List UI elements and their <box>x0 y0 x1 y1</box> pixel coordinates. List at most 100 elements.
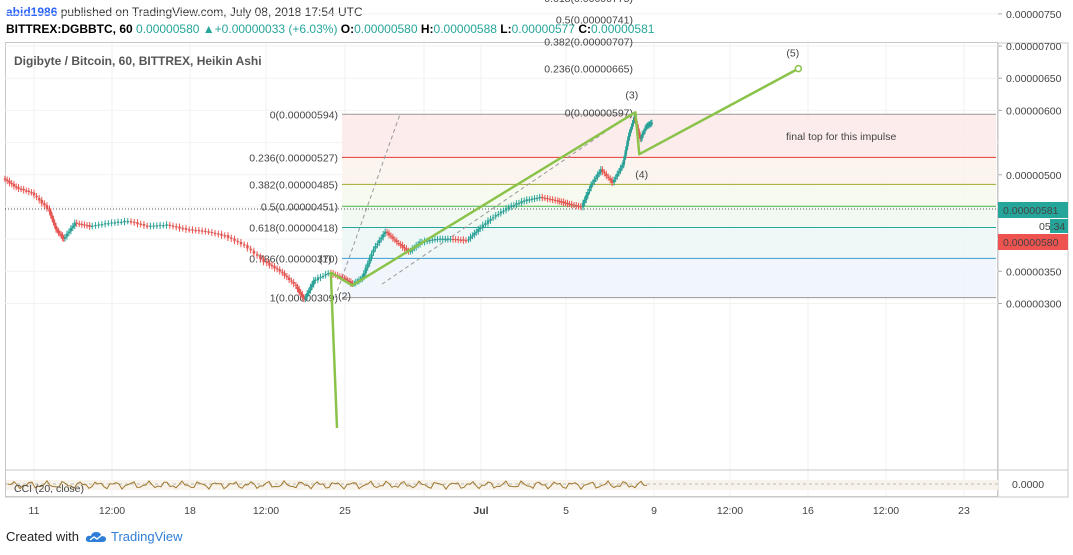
fib-level-label: 0(0.00000594) <box>270 109 338 121</box>
candle-body <box>497 214 500 216</box>
candle-body <box>612 179 616 183</box>
candle-body <box>5 179 9 182</box>
candle-body <box>405 248 408 251</box>
candle-body <box>603 172 606 174</box>
candle-body <box>585 195 588 201</box>
candle-body <box>30 192 33 194</box>
close-price-text: 0.00000581 <box>1003 205 1059 217</box>
candle-body <box>568 203 571 206</box>
candle-body <box>22 189 25 191</box>
candle-body <box>469 236 472 239</box>
open-price-text: 0.00000580 <box>1003 237 1059 249</box>
candle-body <box>103 223 107 225</box>
candle-body <box>486 220 490 224</box>
candle-body <box>438 238 442 240</box>
candle-body <box>637 128 640 132</box>
price-change: +0.00000033 (+6.03%) <box>214 22 338 36</box>
countdown-text: 05:34 <box>1039 221 1065 233</box>
symbol-quote-line: BITTREX:DGBBTC, 60 0.00000580 ▲+0.000000… <box>6 22 654 36</box>
candle-body <box>583 199 586 204</box>
candle-body <box>462 239 465 241</box>
candle-body <box>431 239 434 241</box>
tradingview-link[interactable]: TradingView <box>85 529 183 544</box>
candle-body <box>629 129 632 133</box>
elliott-wave-path <box>329 67 799 429</box>
candle-body <box>168 224 171 226</box>
candle-body <box>194 230 197 232</box>
candle-body <box>622 159 625 166</box>
candle-body <box>56 229 59 232</box>
candle-body <box>346 280 349 282</box>
candle-body <box>594 177 598 179</box>
candle-body <box>599 169 603 173</box>
candle-body <box>100 224 104 226</box>
open-label: O: <box>340 22 355 36</box>
fib-ext-label: 0(0.00000597) <box>565 107 633 119</box>
candle-body <box>473 232 476 236</box>
candle-body <box>425 240 429 242</box>
candle-body <box>162 225 165 227</box>
price-tick-label: 0.00000300 <box>1006 298 1062 310</box>
candle-body <box>566 202 569 205</box>
fib-level-label: 0.236(0.00000527) <box>249 152 338 164</box>
candle-body <box>533 198 536 200</box>
candle-body <box>385 231 389 233</box>
candle-body <box>378 239 381 244</box>
candle-body <box>239 241 243 245</box>
candle-body <box>471 235 474 237</box>
candle-body <box>449 238 452 241</box>
candle-body <box>522 200 526 202</box>
fib-level-label: 0.618(0.00000418) <box>249 223 338 235</box>
chart-legend: Digibyte / Bitcoin, 60, BITTREX, Heikin … <box>14 54 262 68</box>
candle-body <box>362 273 365 278</box>
candle-body <box>464 240 468 242</box>
candle-body <box>546 198 549 200</box>
candle-body <box>207 231 210 233</box>
candle-body <box>638 131 641 136</box>
fib-ext-label: 0.5(0.00000741) <box>556 15 633 27</box>
candle-body <box>236 241 239 243</box>
candle-body <box>520 200 523 204</box>
candle-body <box>53 222 56 226</box>
candle-body <box>281 271 284 274</box>
candle-body <box>588 188 591 192</box>
candle-body <box>454 239 457 241</box>
candle-body <box>316 277 320 281</box>
candle-body <box>572 204 576 207</box>
wave-label: (1) <box>319 254 332 266</box>
candle-body <box>113 222 117 224</box>
candle-body <box>570 203 573 206</box>
candle-body <box>292 282 295 285</box>
candle-body <box>158 224 162 227</box>
candle-body <box>644 126 648 129</box>
candle-body <box>512 205 516 207</box>
candle-body <box>294 284 298 287</box>
candle-body <box>3 178 7 180</box>
candle-body <box>366 263 369 268</box>
candle-body <box>543 198 547 200</box>
candle-body <box>48 208 51 212</box>
candle-body <box>197 230 201 232</box>
candle-body <box>593 179 596 183</box>
candle-body <box>510 205 513 208</box>
candle-body <box>233 238 236 242</box>
candle-body <box>285 276 289 278</box>
candle-body <box>327 273 330 275</box>
time-tick-label: 25 <box>339 505 351 517</box>
time-tick-label: 23 <box>958 505 970 517</box>
candle-body <box>126 221 129 223</box>
time-tick-label: 11 <box>29 505 40 517</box>
fib-zone <box>342 258 996 298</box>
fib-trend-line <box>334 114 401 298</box>
publisher-username[interactable]: abid1986 <box>6 5 58 19</box>
candle-body <box>301 293 304 298</box>
candle-body <box>309 286 312 291</box>
candle-body <box>136 222 139 225</box>
candle-body <box>494 214 497 217</box>
countdown-badge-edge <box>1050 219 1068 233</box>
time-tick-label: 16 <box>802 505 814 517</box>
fib-level-label: 0.382(0.00000485) <box>249 179 338 191</box>
price-tick-label: 0.00000600 <box>1006 105 1062 117</box>
candle-body <box>120 221 123 224</box>
